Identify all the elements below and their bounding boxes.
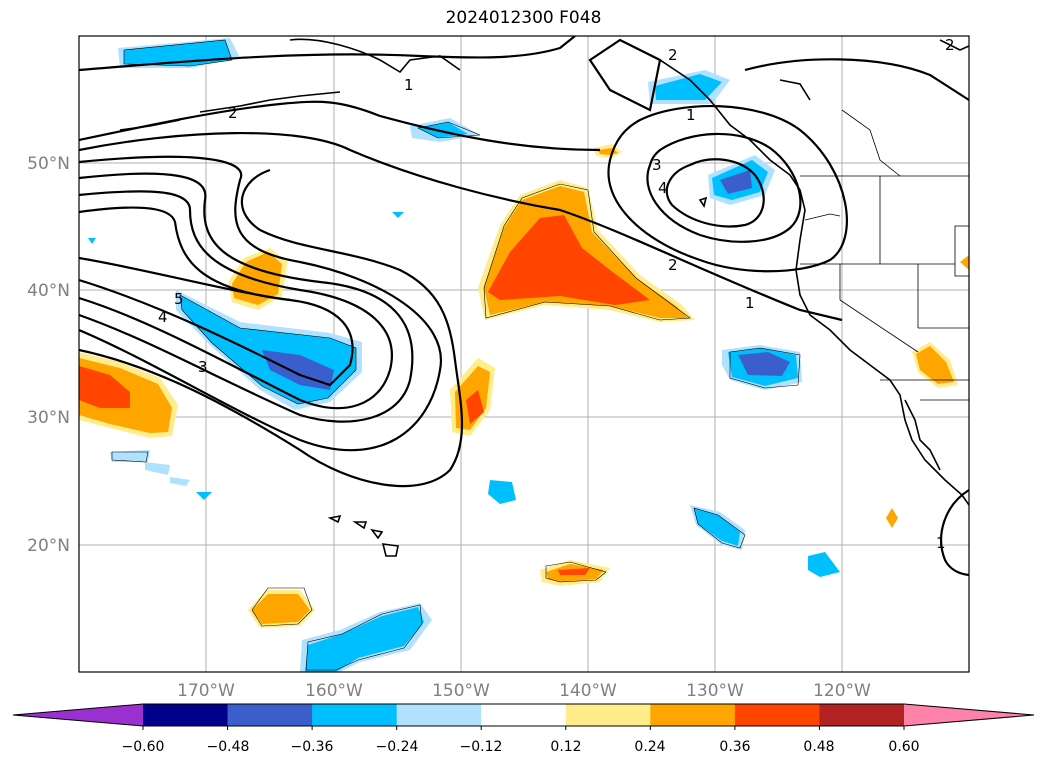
lon-label: 130°W: [686, 681, 744, 701]
colorbar-tick-label: −0.36: [291, 739, 334, 755]
lon-label: 120°W: [813, 681, 871, 701]
map-frame: [78, 35, 970, 673]
colorbar: [12, 703, 1035, 730]
contour-label: 2: [668, 46, 678, 64]
latitude-labels: 50°N 40°N 30°N 20°N: [27, 154, 70, 556]
contour-label: 4: [158, 308, 168, 326]
negative-anomaly-fields: [88, 38, 840, 672]
colorbar-tick-label: −0.48: [207, 739, 250, 755]
colorbar-segment: [819, 704, 905, 726]
height-contours: [79, 36, 969, 577]
borders: [800, 109, 969, 401]
map-title: 2024012300 F048: [445, 8, 602, 28]
colorbar-segment: [734, 704, 820, 726]
colorbar-segment: [227, 704, 313, 726]
contour-label-group: 1 2 3 4 5 3 4 2 1 2 1 2 1: [158, 36, 955, 552]
colorbar-tick-label: 0.36: [719, 739, 750, 755]
colorbar-tick-label: 0.48: [803, 739, 834, 755]
lat-label: 20°N: [27, 536, 70, 556]
longitude-labels: 170°W 160°W 150°W 140°W 130°W 120°W: [177, 681, 871, 701]
lat-label: 30°N: [27, 408, 70, 428]
contour-label: 1: [404, 76, 414, 94]
contour-label: 1: [745, 294, 755, 312]
contour-label: 1: [686, 106, 696, 124]
colorbar-tick-label: −0.60: [122, 739, 165, 755]
colorbar-tick-label: −0.12: [460, 739, 503, 755]
lat-label: 40°N: [27, 281, 70, 301]
colorbar-tick-labels: −0.60 −0.48 −0.36 −0.24 −0.12 0.12 0.24 …: [122, 739, 920, 755]
lon-label: 150°W: [432, 681, 490, 701]
colorbar-tick-label: 0.24: [634, 739, 665, 755]
contour-label: 5: [174, 290, 184, 308]
colorbar-segment: [396, 704, 482, 726]
positive-anomaly-fields: [79, 144, 969, 628]
contour-label: 2: [668, 256, 678, 274]
lon-label: 140°W: [559, 681, 617, 701]
lon-label: 170°W: [177, 681, 235, 701]
contour-label: 3: [652, 156, 662, 174]
colorbar-tick-label: 0.60: [888, 739, 919, 755]
lat-label: 50°N: [27, 154, 70, 174]
colorbar-segment: [481, 704, 567, 726]
anomaly-outlines: [111, 39, 801, 671]
colorbar-extend-min: [13, 704, 143, 726]
colorbar-extend-max: [904, 704, 1034, 726]
contour-label: 4: [658, 179, 668, 197]
gridlines: [79, 36, 969, 672]
colorbar-tick-label: −0.24: [376, 739, 419, 755]
map-content: 1 2 3 4 5 3 4 2 1 2 1 2 1: [79, 36, 969, 672]
contour-label: 1: [936, 534, 946, 552]
contour-label: 2: [228, 104, 238, 122]
colorbar-segment: [312, 704, 398, 726]
colorbar-segment: [143, 704, 229, 726]
contour-label: 3: [198, 358, 208, 376]
lon-label: 160°W: [305, 681, 363, 701]
colorbar-tick-label: 0.12: [550, 739, 581, 755]
colorbar-segment: [650, 704, 736, 726]
contour-label: 2: [945, 36, 955, 54]
colorbar-segment: [565, 704, 651, 726]
